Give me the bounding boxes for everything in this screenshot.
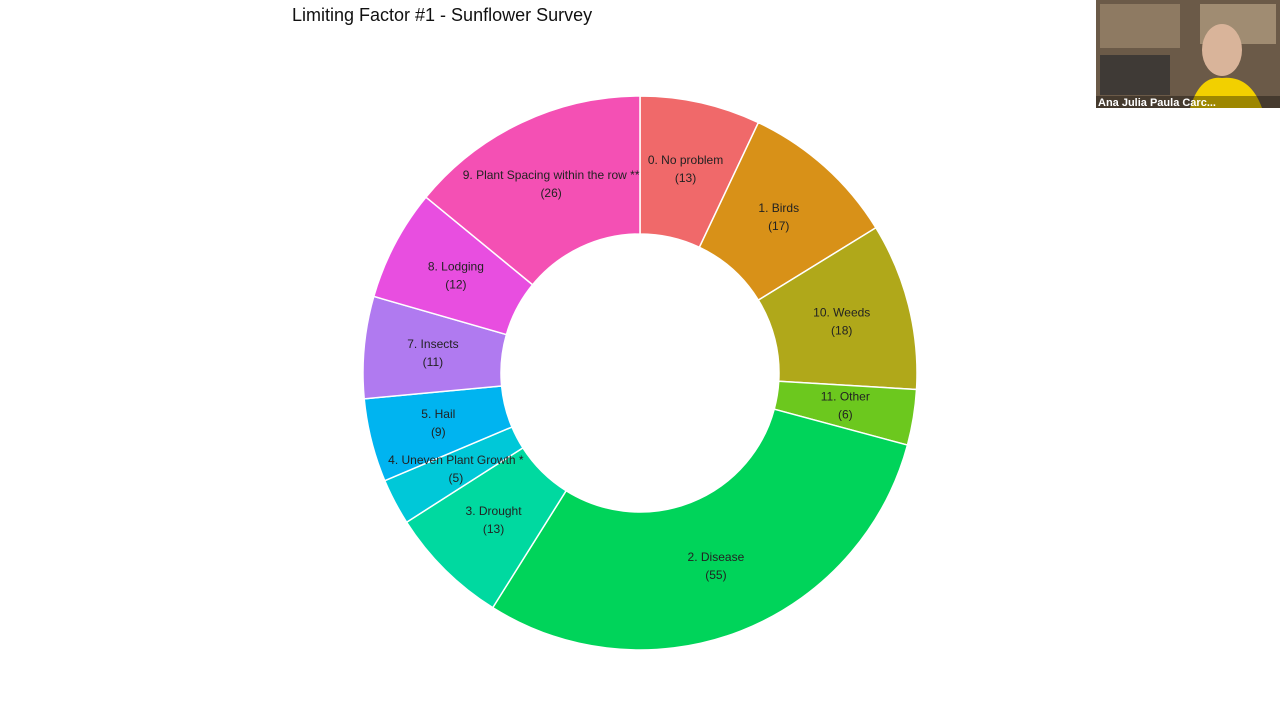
segment-label: 4. Uneven Plant Growth * (388, 453, 524, 467)
segment-label: 0. No problem (648, 153, 723, 167)
donut-chart: 0. No problem (13) 1. Birds (17) 10. Weeds (1… (362, 95, 918, 651)
segment-value-label: (5) (449, 471, 464, 485)
face (1202, 24, 1242, 76)
webcam-tile: Ana Julia Paula Carc... (1096, 0, 1280, 109)
desk (1100, 55, 1170, 95)
segment-label: 3. Drought (466, 504, 523, 518)
chart-title: Limiting Factor #1 - Sunflower Survey (292, 5, 592, 25)
segment-label: 7. Insects (407, 337, 458, 351)
segment-label: 9. Plant Spacing within the row ** (463, 168, 640, 182)
segment-label: 5. Hail (421, 407, 455, 421)
segment-value-label: (18) (831, 323, 852, 337)
segment-value-label: (13) (483, 522, 504, 536)
segment-value-label: (11) (423, 355, 443, 369)
segment-value-label: (9) (431, 425, 446, 439)
segment-value-label: (6) (838, 408, 853, 422)
segment-label: 8. Lodging (428, 259, 484, 273)
donut-segment (424, 95, 641, 286)
bookshelf (1100, 4, 1180, 48)
segment-label: 11. Other (821, 390, 870, 404)
shirt (1190, 77, 1262, 108)
participant-name: Ana Julia Paula Carc... (1098, 97, 1216, 109)
segment-value-label: (17) (768, 219, 789, 233)
segment-value-label: (26) (540, 186, 561, 200)
segment-value-label: (55) (705, 568, 726, 582)
segment-label: 1. Birds (758, 201, 799, 215)
segment-value-label: (13) (675, 171, 696, 185)
segment-label: 2. Disease (688, 550, 745, 564)
donut-segment (491, 408, 909, 651)
name-bar (1096, 96, 1280, 108)
segment-label: 10. Weeds (813, 305, 870, 319)
segment-value-label: (12) (445, 277, 466, 291)
